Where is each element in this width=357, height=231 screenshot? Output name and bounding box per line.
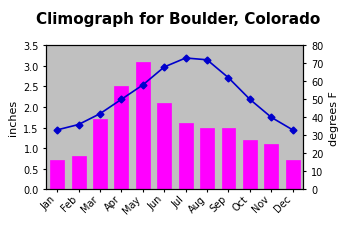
Bar <box>157 103 171 189</box>
Bar <box>71 157 86 189</box>
Bar <box>264 144 278 189</box>
Bar <box>93 120 107 189</box>
Text: Climograph for Boulder, Colorado: Climograph for Boulder, Colorado <box>36 12 321 27</box>
Bar <box>286 161 300 189</box>
Bar <box>243 140 257 189</box>
Bar <box>136 63 150 189</box>
Bar <box>50 161 64 189</box>
Bar <box>178 124 192 189</box>
Bar <box>200 128 214 189</box>
Y-axis label: degrees F: degrees F <box>329 91 339 145</box>
Y-axis label: inches: inches <box>8 100 18 136</box>
Bar <box>221 128 235 189</box>
Bar <box>114 87 128 189</box>
